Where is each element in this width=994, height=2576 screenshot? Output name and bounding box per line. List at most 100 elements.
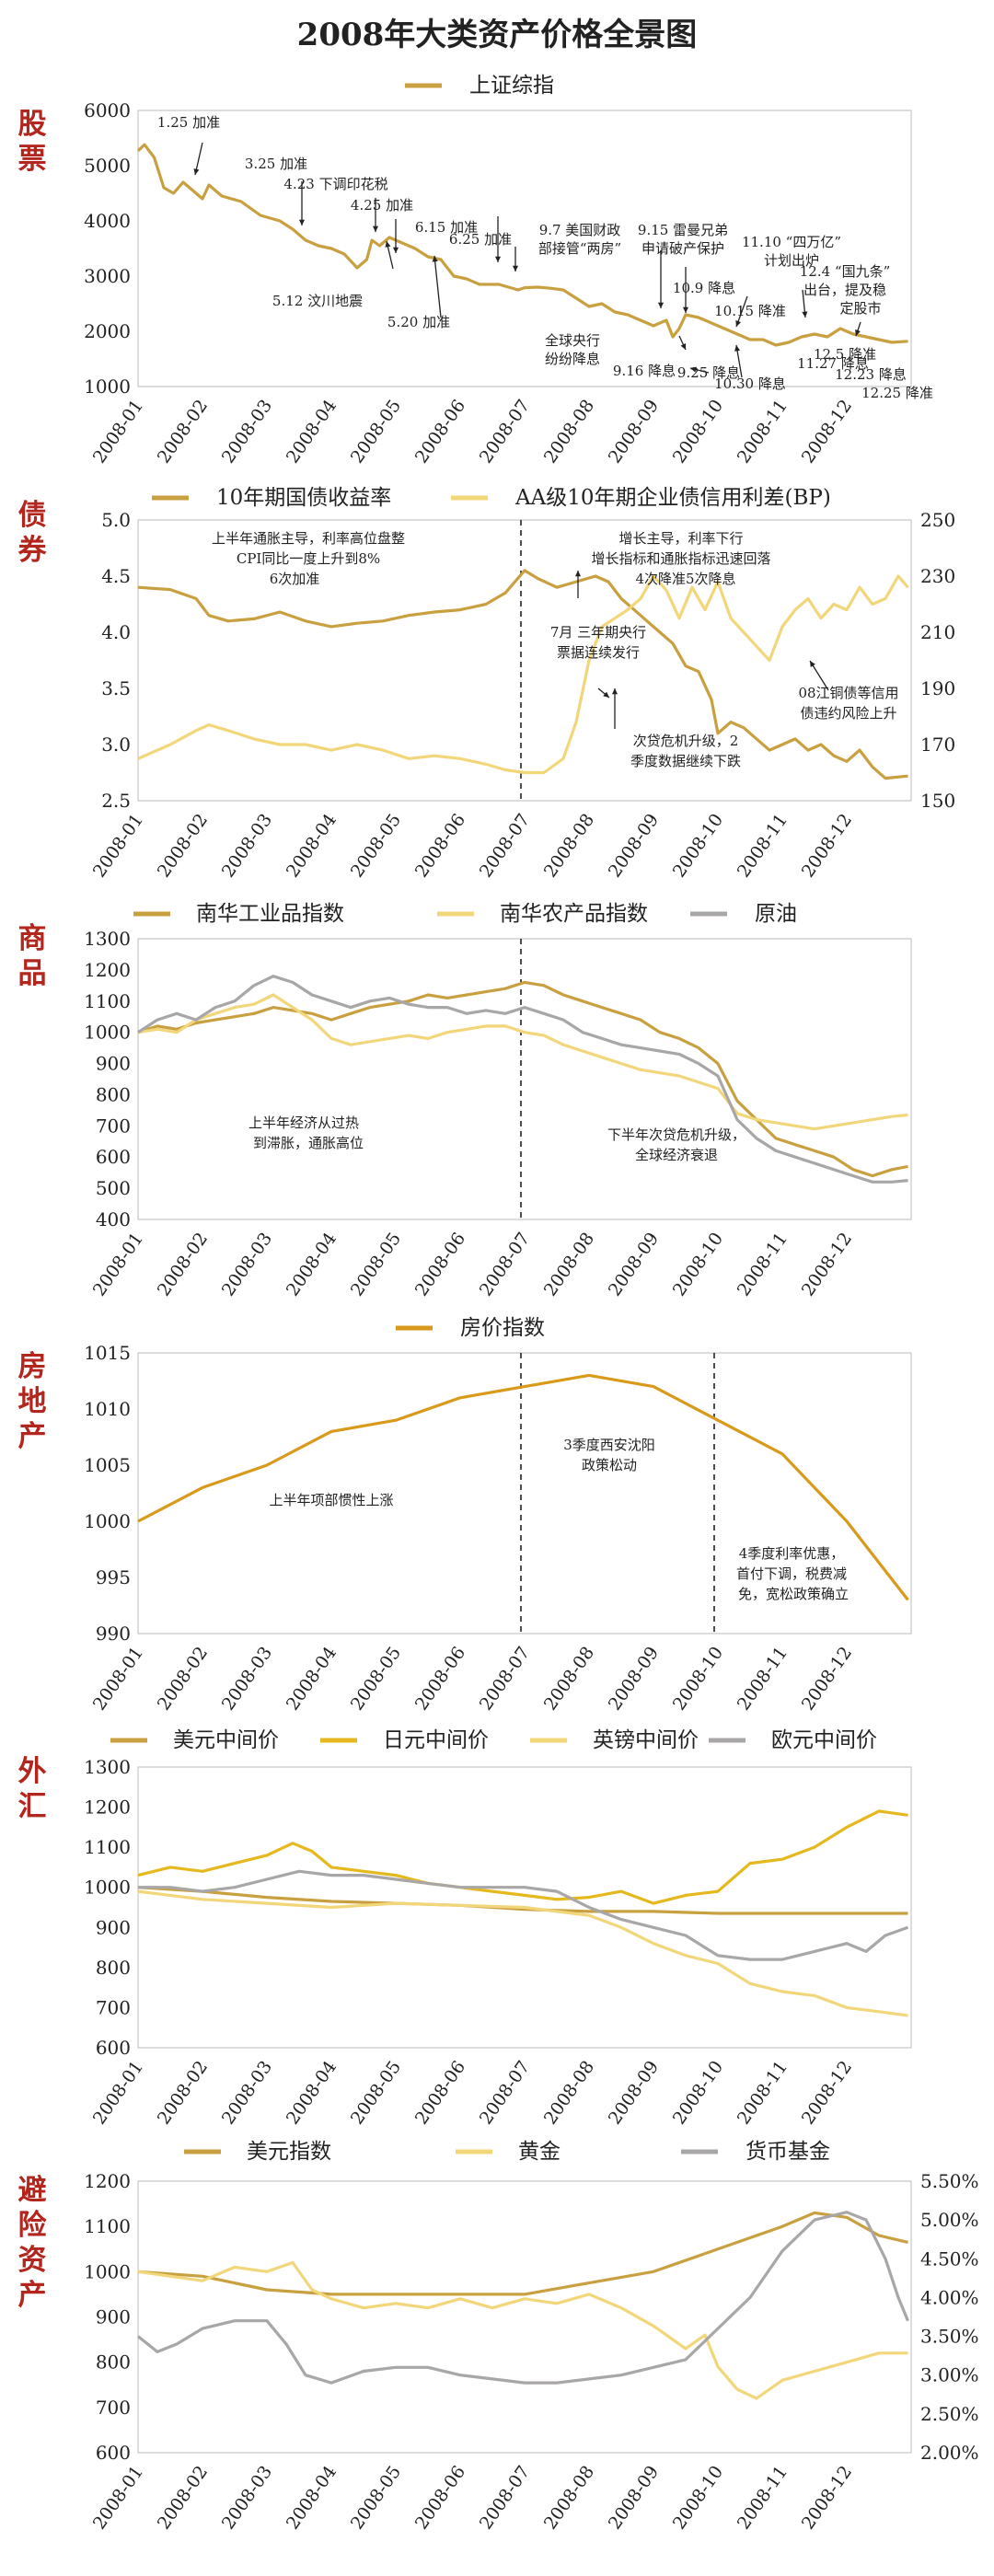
annotation-text: 计划出炉 [764,252,819,269]
row-label-char: 汇 [18,1790,47,1823]
y-tick-label: 800 [96,1083,131,1105]
x-tick-label: 2008-01 [89,1229,147,1300]
annotation-text: 免，宽松政策确立 [738,1586,849,1602]
x-tick-label: 2008-01 [89,396,147,467]
annotation-arrowhead [603,691,609,698]
annotation-text: 纷纷降息 [545,351,600,367]
x-tick-label: 2008-06 [411,1229,469,1300]
annotation-arrowhead [494,256,502,262]
legend-label: 欧元中间价 [771,1728,877,1752]
y-tick-label: 3000 [84,265,131,287]
x-tick-label: 2008-07 [476,396,534,467]
row-label-char: 产 [18,1420,47,1453]
x-tick-label: 2008-08 [540,1229,598,1300]
y-tick-label: 800 [96,1957,131,1979]
y-tick-label: 3.5 [101,677,131,699]
annotation-arrowhead [298,219,306,225]
y2-tick-label: 3.00% [920,2364,979,2386]
annotation-text: 增长指标和通胀指标迅速回落 [591,550,770,567]
x-tick-label: 2008-05 [347,2057,405,2128]
x-tick-label: 2008-08 [540,396,598,467]
x-tick-label: 2008-03 [218,1643,276,1714]
x-tick-label: 2008-12 [798,2462,856,2533]
annotation-text: 6.25 加准 [449,231,512,248]
annotation-text: 7月 三年期央行 [550,624,646,641]
x-tick-label: 2008-10 [669,2057,727,2128]
annotation-arrowhead [611,688,618,695]
y-tick-label: 600 [96,2037,131,2059]
annotation-text: 4.25 加准 [351,197,413,214]
x-tick-label: 2008-01 [89,2462,147,2533]
y-tick-label: 900 [96,2306,131,2328]
annotation-text: 政策松动 [582,1457,637,1473]
x-tick-label: 2008-04 [283,2462,341,2533]
annotation-text: 9.15 雷曼兄弟 [638,222,728,238]
y-tick-label: 2000 [84,320,131,342]
y2-tick-label: 190 [920,677,955,699]
legend-label: 英镑中间价 [593,1728,699,1752]
x-tick-label: 2008-04 [283,1643,341,1714]
y-tick-label: 995 [96,1566,131,1588]
plot-frame [137,110,912,387]
annotation-text: 12.5 降准 [814,346,876,363]
annotation-text: 6.15 加准 [415,219,478,236]
x-tick-label: 2008-01 [89,2057,147,2128]
y2-tick-label: 2.00% [920,2442,979,2464]
annotation-arrowhead [392,247,399,253]
annotation-text: 3.25 加准 [245,156,307,172]
x-tick-label: 2008-07 [476,1229,534,1300]
annotation-text: 12.4 “国九条” [800,263,891,280]
y-tick-label: 1100 [84,990,131,1012]
annotation-arrowhead [680,343,687,350]
row-label-char: 资 [18,2244,47,2277]
x-tick-label: 2008-08 [540,2462,598,2533]
x-tick-label: 2008-02 [154,396,212,467]
annotation-arrowhead [682,306,689,313]
series-line [137,975,908,1184]
y-tick-label: 1300 [84,1756,131,1778]
row-label-char: 品 [18,957,47,990]
y2-tick-label: 4.50% [920,2247,979,2270]
x-tick-label: 2008-05 [347,396,405,467]
annotation-text: 出台，提及稳 [803,282,886,298]
legend-label: 房价指数 [460,1316,545,1340]
series-line [136,143,908,347]
row-label-char: 地 [18,1385,47,1418]
annotation-arrowhead [810,661,815,667]
x-tick-label: 2008-04 [283,810,341,881]
y-tick-label: 700 [96,2397,131,2419]
row-label-char: 商 [18,922,47,955]
y2-tick-label: 230 [920,565,955,587]
annotation-text: 08江铜债等信用 [798,685,898,701]
legend-label: 美元指数 [247,2140,331,2164]
y-tick-label: 1100 [84,1836,131,1858]
legend-label: 上证综指 [469,74,554,98]
row-label-char: 外 [18,1755,47,1788]
annotation-text: 增长主导，利率下行 [618,530,743,547]
row-label-char: 票 [18,143,47,176]
annotation-text: 全球央行 [545,332,600,349]
x-tick-label: 2008-10 [669,2462,727,2533]
y-tick-label: 1010 [84,1398,131,1420]
annotation-text: 全球经济衰退 [635,1147,718,1163]
annotation-arrowhead [574,571,582,577]
annotation-text: 季度数据继续下跌 [630,753,741,769]
annotation-text: 下半年次贷危机升级， [607,1126,746,1143]
annotation-arrowhead [802,311,808,318]
y-tick-label: 5.0 [101,509,131,531]
x-tick-label: 2008-11 [734,1643,792,1714]
y-tick-label: 700 [96,1115,131,1137]
annotation-arrowhead [512,265,519,271]
plot-frame [137,938,912,1220]
x-tick-label: 2008-03 [218,810,276,881]
annotation-text: 9.16 降息 [613,363,676,379]
y-tick-label: 600 [96,2442,131,2464]
y2-tick-label: 4.00% [920,2286,979,2308]
series-line [137,569,908,780]
annotation-text: 首付下调，税费减 [736,1565,847,1582]
y2-tick-label: 210 [920,621,955,643]
annotation-arrowhead [385,241,391,248]
series-line [137,1886,908,1915]
row-label-char: 券 [18,534,48,567]
